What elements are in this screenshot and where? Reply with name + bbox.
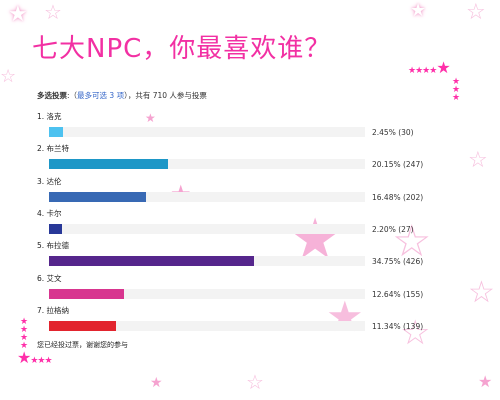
poll-summary-paren: :（ — [67, 91, 78, 100]
corner-star-frame-bottom-left-vertical: ★ ★ ★ ★ — [20, 317, 30, 351]
poll-option-row: 2. 布兰特 20.15% (247) — [37, 143, 457, 177]
poll-option-bar-track — [49, 127, 365, 137]
poll-option-bar-track — [49, 256, 365, 267]
poll-option-index: 4. — [37, 208, 45, 218]
poll-option-name: 洛克 — [46, 112, 62, 121]
star-decoration-icon: ★ — [20, 341, 29, 351]
star-decoration-icon: ☆ — [44, 0, 62, 24]
poll-option-index: 2. — [37, 144, 45, 154]
poll-option-label: 4. 卡尔 — [37, 208, 62, 219]
star-decoration-icon: ★ — [37, 356, 45, 366]
poll-option-percent: 20.15% (247) — [372, 160, 424, 170]
poll-option-percent: 34.75% (426) — [372, 257, 424, 267]
star-decoration-icon: ★ — [8, 2, 28, 27]
poll-option-row: 3. 达伦 16.48% (202) — [37, 176, 457, 210]
star-decoration-icon: ★ — [145, 111, 156, 125]
poll-summary: 多选投票:（最多可选 3 项），共有 710 人参与投票 — [37, 90, 207, 101]
poll-option-label: 2. 布兰特 — [37, 143, 69, 154]
star-decoration-icon: ☆ — [400, 313, 431, 353]
corner-star-frame-top-right-vertical: ★ ★ ★ — [452, 77, 462, 103]
poll-option-label: 3. 达伦 — [37, 176, 62, 187]
star-decoration-icon: ★ — [44, 356, 53, 366]
poll-option-label: 6. 艾文 — [37, 273, 62, 284]
star-decoration-icon: ★ — [478, 372, 493, 391]
poll-option-bar — [49, 256, 255, 267]
corner-star-frame-bottom-left: ★★★★ — [17, 348, 53, 367]
poll-option-name: 拉格纳 — [46, 305, 70, 315]
star-decoration-icon: ★ — [20, 333, 29, 343]
poll-option-percent: 11.34% (139) — [372, 321, 424, 331]
poll-option-bar — [49, 320, 116, 331]
poll-choice-limit: 最多可选 3 项 — [77, 91, 125, 100]
star-decoration-icon: ★ — [410, 0, 427, 21]
star-decoration-icon: ★ — [408, 66, 416, 76]
star-decoration-icon: ★ — [436, 58, 450, 77]
poll-participant-count: ），共有 710 人参与投票 — [124, 91, 207, 100]
star-decoration-icon: ★ — [422, 66, 430, 76]
poll-option-name: 艾文 — [46, 273, 62, 283]
poll-option-percent: 2.45% (30) — [372, 128, 414, 137]
poll-option-row: 6. 艾文 12.64% (155) — [37, 273, 457, 307]
poll-option-label: 5. 布拉德 — [37, 240, 69, 251]
poll-option-index: 3. — [37, 176, 45, 186]
star-decoration-icon: ★ — [17, 348, 31, 367]
star-decoration-icon: ★ — [452, 85, 461, 95]
star-decoration-icon: ★ — [452, 93, 461, 103]
poll-option-percent: 16.48% (202) — [372, 192, 424, 202]
poll-option-percent: 2.20% (27) — [372, 224, 414, 234]
star-decoration-icon: ☆ — [468, 275, 495, 310]
star-decoration-icon: ☆ — [466, 0, 486, 25]
poll-option-bar — [49, 223, 62, 234]
poll-option-bar — [49, 159, 169, 170]
star-decoration-icon: ★ — [20, 325, 29, 335]
poll-option-row: 7. 拉格纳 11.34% (139) — [37, 305, 457, 339]
poll-option-bar-track — [49, 191, 365, 202]
poll-option-name: 布拉德 — [46, 241, 70, 251]
star-decoration-icon: ★ — [150, 375, 163, 391]
poll-option-name: 卡尔 — [46, 208, 62, 218]
star-decoration-icon: ★ — [415, 66, 423, 76]
voted-message: 您已经投过票，谢谢您的参与 — [37, 341, 128, 349]
poll-title: 七大NPC，你最喜欢谁？ — [32, 34, 332, 64]
poll-option-bar-track — [49, 223, 365, 234]
star-decoration-icon: ☆ — [0, 66, 17, 87]
corner-star-frame-top-right: ★★★★★ — [408, 58, 451, 77]
star-decoration-icon: ☆ — [246, 370, 264, 394]
star-decoration-icon: ★ — [429, 66, 437, 76]
star-decoration-icon: ★ — [20, 317, 29, 327]
poll-option-index: 6. — [37, 273, 45, 283]
poll-option-bar-track — [49, 320, 365, 331]
poll-option-bar — [49, 127, 64, 137]
poll-option-name: 达伦 — [46, 176, 62, 186]
poll-option-row: 4. 卡尔 2.20% (27) — [37, 208, 457, 242]
poll-option-bar — [49, 288, 124, 299]
star-decoration-icon: ☆ — [392, 216, 432, 267]
star-decoration-icon: ☆ — [468, 148, 488, 173]
poll-option-label: 7. 拉格纳 — [37, 305, 69, 316]
poll-option-name: 布兰特 — [46, 144, 70, 154]
poll-option-index: 7. — [37, 305, 45, 315]
poll-option-index: 5. — [37, 241, 45, 251]
poll-option-label: 1. 洛克 — [37, 111, 62, 122]
poll-option-index: 1. — [37, 112, 45, 121]
star-decoration-icon: ★ — [30, 356, 38, 366]
star-decoration-icon: ★ — [452, 77, 461, 87]
poll-option-bar-track — [49, 159, 365, 170]
poll-option-bar-track — [49, 288, 365, 299]
poll-type-label: 多选投票 — [37, 91, 67, 100]
poll-option-row: 1. 洛克 2.45% (30) — [37, 111, 457, 145]
poll-option-row: 5. 布拉德 34.75% (426) — [37, 240, 457, 274]
poll-option-bar — [49, 191, 147, 202]
poll-option-percent: 12.64% (155) — [372, 289, 424, 299]
